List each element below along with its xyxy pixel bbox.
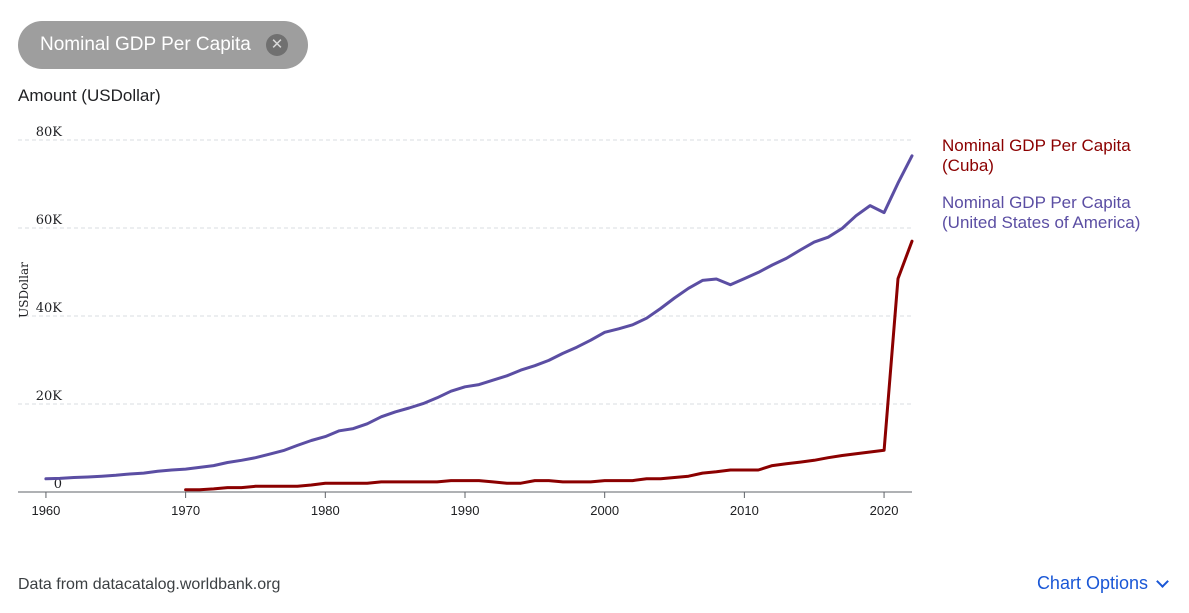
legend-label-line: (Cuba) [942,156,994,175]
data-source-note: Data from datacatalog.worldbank.org [18,576,281,593]
legend-label-line: (United States of America) [942,213,1141,232]
close-icon[interactable]: ✕ [266,34,288,56]
filter-chip-label: Nominal GDP Per Capita [40,34,251,55]
chevron-down-icon [1156,575,1169,588]
x-tick-label: 2010 [730,503,759,518]
series-line-usa [44,154,914,481]
legend-label-line: Nominal GDP Per Capita [942,136,1131,155]
y-tick-label: 80K [36,125,63,140]
series-line-cuba [184,239,914,492]
legend-item-usa[interactable]: Nominal GDP Per Capita (United States of … [942,193,1140,233]
x-tick-label: 1990 [451,503,480,518]
x-tick-label: 2020 [870,503,899,518]
x-tick-label: 1960 [31,503,60,518]
y-tick-label: 60K [36,213,63,228]
x-tick-label: 2000 [590,503,619,518]
chart-options-button[interactable]: Chart Options [1036,573,1169,594]
legend-item-cuba[interactable]: Nominal GDP Per Capita (Cuba) [942,136,1131,176]
x-tick-label: 1980 [311,503,340,518]
filter-chip-nominal-gdp[interactable]: Nominal GDP Per Capita ✕ [18,21,308,69]
y-tick-label: 20K [36,389,63,404]
x-tick-label: 1970 [171,503,200,518]
legend-label-line: Nominal GDP Per Capita [942,193,1131,212]
y-axis-title: Amount (USDollar) [18,86,161,105]
chart-options-label: Chart Options [1036,573,1148,593]
y-tick-label: 0 [54,477,62,492]
y-axis-rotated-label: USDollar [17,262,31,318]
y-tick-label: 40K [36,301,63,316]
